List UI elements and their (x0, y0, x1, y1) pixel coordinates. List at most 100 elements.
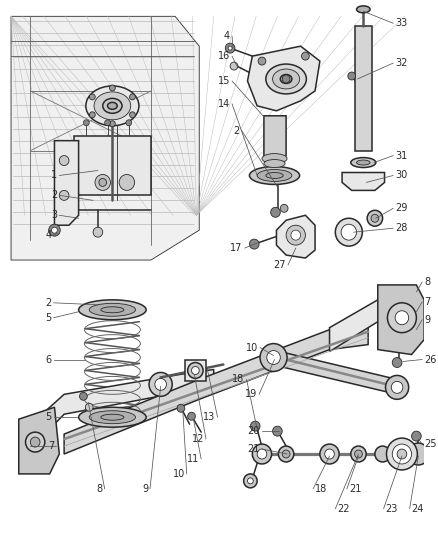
Text: 10: 10 (246, 343, 258, 352)
Text: 9: 9 (424, 314, 430, 325)
Polygon shape (329, 295, 417, 352)
Circle shape (271, 207, 280, 217)
Text: 2: 2 (51, 190, 57, 200)
Text: 16: 16 (218, 51, 230, 61)
Ellipse shape (266, 64, 306, 94)
Text: 7: 7 (48, 441, 54, 451)
Circle shape (251, 421, 260, 431)
Circle shape (85, 403, 93, 411)
Text: 11: 11 (187, 454, 199, 464)
Text: 13: 13 (203, 412, 215, 422)
Polygon shape (19, 407, 59, 474)
Text: 2: 2 (233, 126, 240, 136)
Ellipse shape (262, 154, 287, 164)
Polygon shape (25, 369, 214, 449)
Polygon shape (247, 46, 320, 111)
Text: 33: 33 (395, 18, 407, 28)
Text: 3: 3 (51, 210, 57, 220)
Text: 32: 32 (395, 58, 407, 68)
Circle shape (155, 378, 166, 390)
Circle shape (272, 426, 282, 436)
Circle shape (187, 412, 195, 420)
Ellipse shape (392, 444, 412, 464)
Polygon shape (342, 173, 385, 190)
Circle shape (351, 446, 366, 462)
Circle shape (93, 227, 103, 237)
Circle shape (371, 214, 379, 222)
Polygon shape (378, 285, 424, 354)
Ellipse shape (341, 224, 357, 240)
Ellipse shape (187, 362, 203, 378)
Text: 26: 26 (424, 354, 437, 365)
Text: 2: 2 (45, 298, 52, 308)
Ellipse shape (89, 411, 135, 424)
Bar (355, 26, 372, 151)
Circle shape (177, 404, 185, 412)
Text: 4: 4 (224, 31, 230, 41)
Text: 7: 7 (424, 297, 431, 307)
Text: 8: 8 (97, 484, 103, 494)
Circle shape (375, 446, 390, 462)
Circle shape (244, 474, 257, 488)
Text: 14: 14 (218, 99, 230, 109)
Text: 24: 24 (412, 504, 424, 514)
Circle shape (80, 392, 87, 400)
Circle shape (49, 224, 60, 236)
Ellipse shape (78, 407, 146, 427)
Text: 5: 5 (45, 313, 52, 323)
Text: 20: 20 (247, 426, 260, 436)
Circle shape (392, 358, 402, 367)
Text: 12: 12 (192, 434, 204, 444)
Text: 28: 28 (395, 223, 407, 233)
Circle shape (126, 120, 132, 126)
Circle shape (301, 52, 309, 60)
Circle shape (89, 112, 95, 118)
Text: 21: 21 (247, 444, 260, 454)
Text: 27: 27 (274, 260, 286, 270)
Polygon shape (64, 325, 368, 454)
Text: 10: 10 (173, 469, 185, 479)
Circle shape (247, 478, 253, 484)
Circle shape (267, 351, 280, 365)
Circle shape (286, 225, 305, 245)
Ellipse shape (280, 75, 292, 84)
Circle shape (89, 94, 95, 100)
Circle shape (279, 446, 294, 462)
Circle shape (230, 62, 238, 70)
Bar (74, 136, 151, 196)
Ellipse shape (386, 438, 417, 470)
Text: 25: 25 (424, 439, 437, 449)
Text: 19: 19 (245, 389, 257, 399)
Circle shape (252, 444, 272, 464)
Circle shape (110, 85, 115, 91)
Circle shape (388, 303, 417, 333)
Polygon shape (54, 141, 78, 225)
Circle shape (225, 43, 235, 53)
Circle shape (385, 375, 409, 399)
Circle shape (282, 450, 290, 458)
Text: 4: 4 (46, 230, 52, 240)
Ellipse shape (357, 6, 370, 13)
Circle shape (249, 239, 259, 249)
Ellipse shape (264, 159, 285, 167)
Text: 5: 5 (45, 412, 52, 422)
Circle shape (395, 311, 409, 325)
Circle shape (280, 204, 288, 212)
Circle shape (260, 344, 287, 372)
Circle shape (149, 373, 172, 397)
Circle shape (282, 75, 290, 83)
Circle shape (355, 450, 362, 458)
Ellipse shape (357, 160, 370, 165)
Text: 30: 30 (395, 171, 407, 181)
Ellipse shape (272, 69, 300, 89)
Text: 18: 18 (315, 484, 327, 494)
Text: 18: 18 (232, 374, 244, 384)
Ellipse shape (266, 173, 283, 179)
Ellipse shape (191, 367, 199, 375)
Ellipse shape (94, 92, 131, 120)
Polygon shape (264, 116, 286, 163)
Circle shape (228, 46, 232, 50)
Polygon shape (272, 350, 397, 394)
Ellipse shape (101, 414, 124, 420)
Circle shape (320, 444, 339, 464)
